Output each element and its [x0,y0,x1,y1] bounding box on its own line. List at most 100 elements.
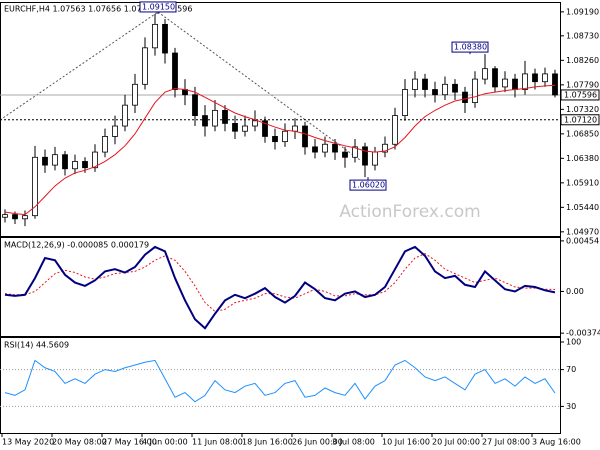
candle-body [312,146,318,153]
x-tick-label: 26 Jun 00:00 [292,438,343,447]
x-tick-label: 27 Jul 08:00 [482,438,530,447]
candle-body [542,73,548,83]
candle-body [502,78,508,88]
candle-body [282,130,288,143]
rsi-title: RSI(14) 44.5609 [4,341,69,350]
candle-body [162,23,168,54]
candle-body [32,156,38,217]
candle-body [172,52,178,90]
candle-body [242,125,248,132]
candle-body [422,78,428,90]
candle-body [322,143,328,153]
annotation-box [349,179,387,191]
series-line [4,359,556,403]
candle-body [512,78,518,90]
candle-body [532,73,538,83]
candle-body [342,151,348,158]
y-tick-label: 30 [566,402,576,411]
annotation-label: 1.08380 [454,43,487,52]
watermark: ActionForex.com [339,202,480,222]
candle-body [452,83,458,93]
x-tick-label: 3 Jul 08:00 [332,438,375,447]
candle-body [72,161,78,170]
candle-body [402,89,408,116]
candle-body [42,156,48,166]
annotation-box [139,1,177,13]
candle-body [442,83,448,96]
candle-body [142,47,148,85]
candle-body [522,73,528,90]
candle-body [552,73,558,96]
price-label: 1.07596 [564,90,597,99]
x-tick-label: 4 Jun 00:00 [142,438,188,447]
y-tick-label: 1.04970 [566,227,599,236]
candle-body [332,143,338,153]
candle-body [202,115,208,127]
y-tick-label: 1.06380 [566,154,599,163]
candle-body [352,146,358,158]
y-tick-label: 1.08260 [566,56,599,65]
y-tick-label: -0.003745 [566,329,600,338]
candle-body [262,120,268,137]
y-tick-label: 70 [566,365,576,374]
y-tick-label: 1.07320 [566,105,599,114]
chart-title: EURCHF,H4 1.07563 1.07656 1.07562 1.0759… [4,5,192,14]
trend-line [157,11,361,161]
candle-body [192,94,198,116]
candle-body [52,154,58,166]
candle-body [112,125,118,137]
candle-body [372,151,378,166]
candle-body [432,89,438,96]
candle-body [302,125,308,148]
x-tick-label: 11 Jun 08:00 [192,438,243,447]
annotation-box [451,41,489,53]
price-label: 1.07120 [564,115,597,124]
rsi-frame [0,337,561,434]
candle-body [2,214,8,218]
y-tick-label: 1.05440 [566,203,599,212]
price-box [560,89,600,101]
x-tick-label: 3 Aug 16:00 [532,438,581,447]
y-tick-label: 1.09190 [566,7,599,16]
annotation-label: 1.09150 [142,2,175,11]
candle-body [212,109,218,127]
x-tick-label: 20 May 08:00 [52,438,107,447]
candle-body [472,78,478,103]
annotation-label: 1.06020 [352,181,385,190]
y-tick-label: 0.00454 [566,236,599,245]
candle-body [252,120,258,127]
y-tick-label: 100 [566,338,581,347]
candle-body [132,83,138,106]
macd-title: MACD(12,26,9) -0.000085 0.000179 [4,241,149,250]
candle-body [62,154,68,170]
candle-body [122,104,128,127]
candle-body [82,161,88,169]
candle-body [362,146,368,166]
x-tick-label: 13 May 2020 [2,438,54,447]
candle-body [272,136,278,143]
candle-body [232,123,238,132]
candle-body [12,214,18,220]
x-tick-label: 20 Jul 00:00 [432,438,480,447]
y-tick-label: 1.06850 [566,129,599,138]
candle-body [92,151,98,169]
series-line [4,245,556,330]
y-tick-label: 1.08730 [566,31,599,40]
candle-body [222,109,228,124]
price-box [560,114,600,126]
y-tick-label: 0.00 [566,287,584,296]
macd-frame [0,237,561,337]
candle-body [102,136,108,153]
y-tick-label: 1.07790 [566,80,599,89]
candle-body [152,23,158,49]
candle-body [482,68,488,80]
x-tick-label: 27 May 16:00 [102,438,157,447]
candle-body [412,78,418,90]
candle-body [392,115,398,145]
x-tick-label: 10 Jul 16:00 [382,438,430,447]
candle-body [492,68,498,88]
candle-body [22,215,28,220]
x-tick-label: 18 Jun 16:00 [242,438,293,447]
